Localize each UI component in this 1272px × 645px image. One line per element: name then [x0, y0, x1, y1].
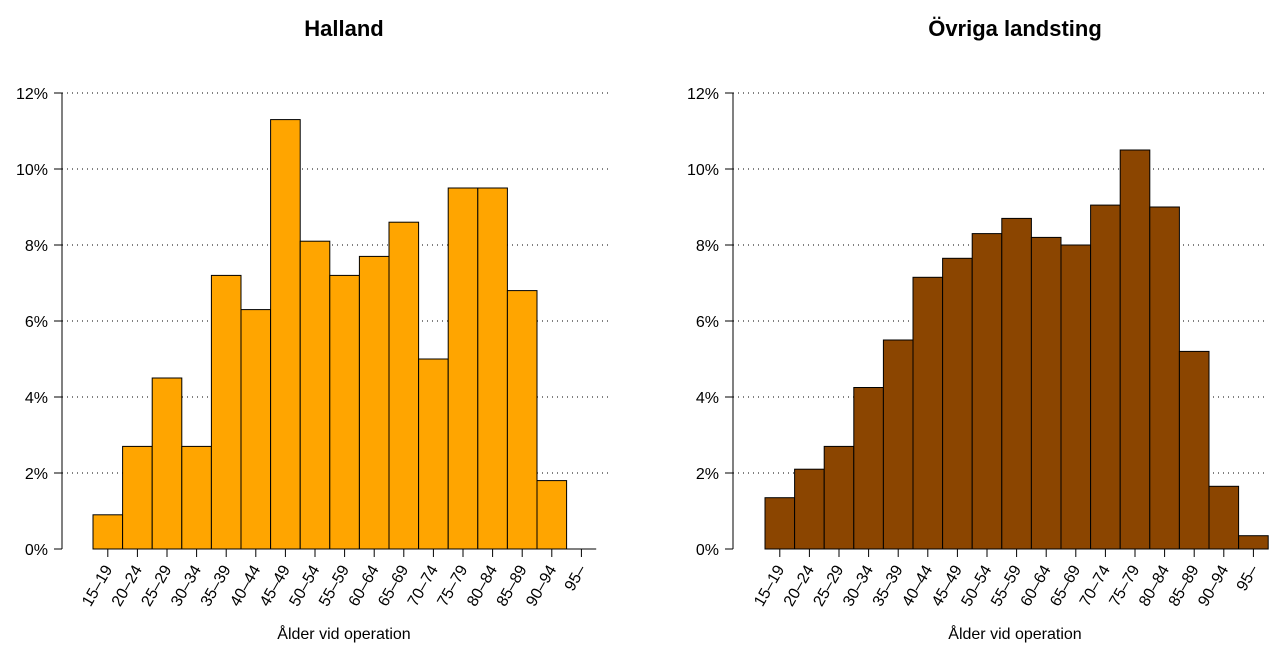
ovriga-landsting-y-tick-label: 0%: [696, 542, 719, 559]
halland-bar: [418, 358, 449, 550]
ovriga-landsting-panel: Övriga landsting Ålder vid operation 0% 2…: [687, 16, 1269, 643]
halland-x-tick-label: 90–94: [523, 562, 560, 609]
ovriga-landsting-bar: [1178, 350, 1210, 550]
ovriga-landsting-bar: [1149, 206, 1180, 550]
ovriga-landsting-bar: [823, 445, 855, 550]
ovriga-landsting-bar: [942, 257, 973, 550]
ovriga-landsting-bar: [912, 276, 944, 550]
ovriga-landsting-bar: [1030, 236, 1062, 550]
ovriga-landsting-y-tick-label: 2%: [696, 466, 719, 483]
halland-y-tick-label: 6%: [25, 314, 48, 331]
halland-bar: [447, 187, 479, 550]
ovriga-landsting-x-tick-label: 90–94: [1195, 562, 1232, 609]
halland-y-tick-label: 0%: [25, 542, 48, 559]
halland-bar: [181, 445, 212, 550]
halland-bar: [270, 119, 301, 550]
ovriga-landsting-bar: [1001, 217, 1032, 550]
ovriga-landsting-bar: [971, 233, 1003, 550]
halland-bar: [151, 377, 183, 550]
halland-y-tick-label: 10%: [16, 162, 48, 179]
ovriga-landsting-y-tick-label: 10%: [687, 162, 719, 179]
ovriga-landsting-x-axis-label: Ålder vid operation: [948, 624, 1081, 643]
halland-bar: [92, 514, 124, 550]
halland-title: Halland: [304, 16, 383, 41]
halland-bar: [536, 480, 568, 550]
ovriga-landsting-title: Övriga landsting: [928, 16, 1102, 41]
halland-y-tick-label: 4%: [25, 390, 48, 407]
ovriga-landsting-bar: [1119, 149, 1151, 550]
halland-y-tick-label: 12%: [16, 86, 48, 103]
ovriga-landsting-bar: [1090, 204, 1121, 550]
halland-bar: [240, 309, 272, 550]
halland-bar: [506, 290, 538, 550]
halland-panel: Halland Ålder vid operation 0% 2% 4% 6% 8% 10…: [16, 16, 612, 643]
ovriga-landsting-y-tick-label: 12%: [687, 86, 719, 103]
halland-y-tick-label: 8%: [25, 238, 48, 255]
ovriga-landsting-bar: [794, 468, 825, 550]
ovriga-landsting-y-tick-label: 6%: [696, 314, 719, 331]
ovriga-landsting-y-tick-label: 4%: [696, 390, 719, 407]
halland-bar: [210, 274, 242, 550]
halland-x-tick-label: 95–: [562, 562, 590, 594]
ovriga-landsting-x-tick-label: 95–: [1234, 562, 1262, 594]
halland-bar: [388, 221, 420, 550]
halland-x-axis-label: Ålder vid operation: [277, 624, 410, 643]
ovriga-landsting-bar: [882, 339, 914, 550]
ovriga-landsting-bar: [1060, 244, 1092, 550]
ovriga-landsting-y-tick-label: 8%: [696, 238, 719, 255]
halland-bar: [122, 445, 153, 550]
ovriga-landsting-bar: [1238, 535, 1269, 550]
ovriga-landsting-bar: [764, 497, 796, 550]
halland-bar: [477, 187, 508, 550]
ovriga-landsting-bar: [1208, 485, 1240, 550]
halland-bar: [358, 255, 390, 550]
halland-bar: [329, 274, 360, 550]
ovriga-landsting-bar: [853, 387, 884, 550]
halland-y-tick-label: 2%: [25, 466, 48, 483]
halland-bar: [299, 240, 331, 550]
